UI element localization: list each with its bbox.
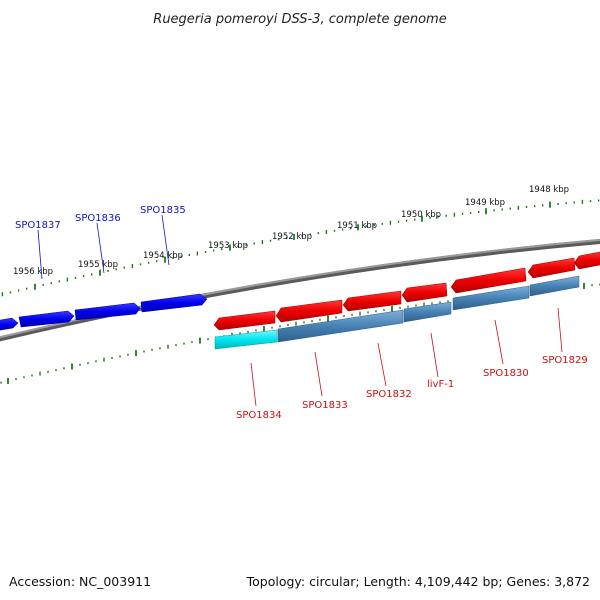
- gene-label-spo1830[interactable]: SPO1830: [483, 368, 529, 379]
- gene-label-spo1836[interactable]: SPO1836: [75, 213, 121, 224]
- kbp-label: 1951 kbp: [337, 221, 377, 231]
- upper-gene-track: [0, 293, 208, 331]
- map-title: Ruegeria pomeroyi DSS-3, complete genome: [153, 12, 446, 27]
- cds-bar-spo1834[interactable]: [214, 329, 278, 350]
- gene-label-spo1833[interactable]: SPO1833: [302, 400, 348, 411]
- kbp-label: 1955 kbp: [78, 260, 118, 270]
- gene-arrow-partial-red[interactable]: [573, 251, 600, 270]
- gene-arrow-livf-1[interactable]: [401, 282, 448, 303]
- outer-scale: [1, 199, 600, 297]
- leader-line: [377, 342, 387, 387]
- cds-bar-spo1833[interactable]: [277, 309, 404, 343]
- kbp-label: 1950 kbp: [401, 210, 441, 220]
- gene-label-spo1834[interactable]: SPO1834: [236, 410, 282, 421]
- kbp-label: 1956 kbp: [13, 267, 53, 277]
- lower-red-gene-track: [213, 251, 600, 331]
- kbp-label: 1954 kbp: [143, 251, 183, 261]
- cds-bar-spo1830[interactable]: [452, 285, 530, 311]
- gene-label-spo1829[interactable]: SPO1829: [542, 355, 588, 366]
- gene-arrow-spo1830[interactable]: [450, 267, 527, 294]
- gene-arrow-spo1833[interactable]: [275, 299, 343, 323]
- lower-cds-track: [214, 275, 580, 350]
- leader-line: [430, 332, 439, 378]
- leader-line: [37, 229, 43, 280]
- leader-line: [250, 362, 257, 407]
- kbp-label: 1953 kbp: [208, 241, 248, 251]
- gene-label-spo1835[interactable]: SPO1835: [140, 205, 186, 216]
- leader-line: [314, 351, 323, 397]
- leader-line: [161, 214, 170, 266]
- gene-arrow-spo1835[interactable]: [140, 293, 208, 313]
- leader-line: [494, 319, 504, 365]
- kbp-label: 1952 kbp: [272, 232, 312, 242]
- gene-arrow-partial[interactable]: [0, 317, 19, 331]
- gene-arrow-spo1834[interactable]: [213, 310, 276, 331]
- leader-line: [557, 307, 563, 353]
- leader-lines: [37, 214, 563, 407]
- cds-bar-livf-1[interactable]: [403, 301, 452, 323]
- accession-text: Accession: NC_003911: [9, 574, 151, 589]
- gene-arrow-spo1829[interactable]: [527, 257, 576, 279]
- leader-line: [96, 222, 105, 274]
- cds-bar-spo1829[interactable]: [529, 275, 580, 297]
- gene-arrow-spo1837[interactable]: [18, 310, 75, 328]
- gene-arrow-spo1832[interactable]: [342, 290, 402, 312]
- gene-arrow-spo1836[interactable]: [74, 302, 141, 321]
- genome-backbone-shadow: [0, 238, 600, 342]
- gene-label-livf-1[interactable]: livF-1: [427, 379, 454, 390]
- gene-label-spo1832[interactable]: SPO1832: [366, 389, 412, 400]
- genome-summary-text: Topology: circular; Length: 4,109,442 bp…: [246, 574, 590, 589]
- kbp-label: 1949 kbp: [465, 198, 505, 208]
- kbp-label: 1948 kbp: [529, 185, 569, 195]
- gene-label-spo1837[interactable]: SPO1837: [15, 220, 61, 231]
